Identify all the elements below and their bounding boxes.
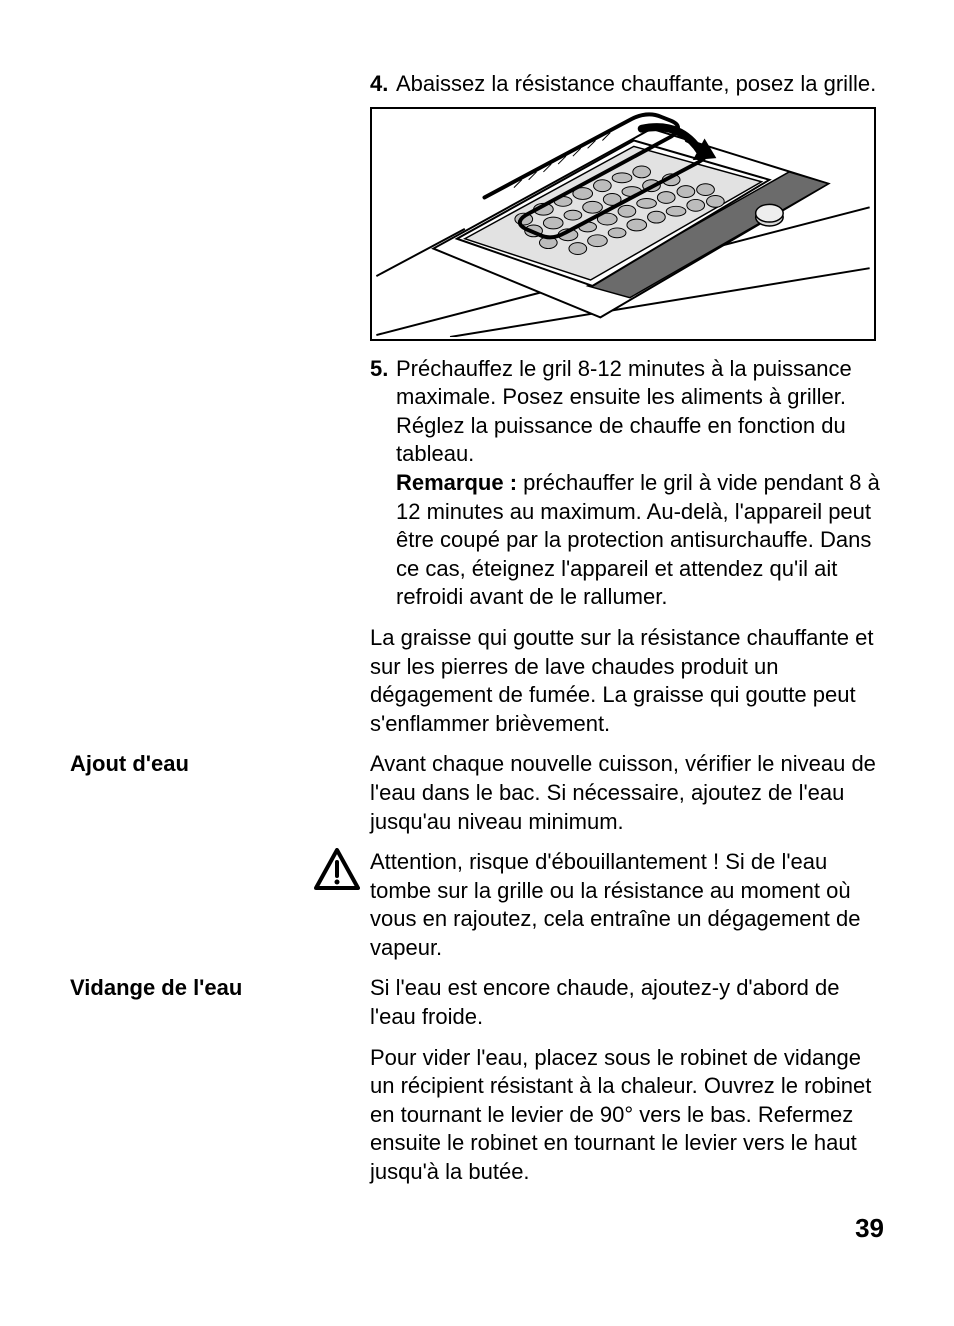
vidange-block: Si l'eau est encore chaude, ajoutez-y d'… [370,974,884,1198]
vidange-text-1: Si l'eau est encore chaude, ajoutez-y d'… [370,974,884,1031]
vidange-text-2: Pour vider l'eau, placez sous le robinet… [370,1044,884,1187]
step-5-note-label: Remarque : [396,470,523,495]
step-5-text-a: Préchauffez le gril 8-12 minutes à la pu… [396,356,852,467]
ajout-text: Avant chaque nouvelle cuisson, vérifier … [370,750,884,836]
step-4: 4. Abaissez la résistance chauffante, po… [370,70,884,750]
step-4-text: Abaissez la résistance chauffante, posez… [396,70,884,99]
content-grid: 4. Abaissez la résistance chauffante, po… [70,70,884,1199]
step-4-num: 4. [370,70,396,99]
heading-vidange: Vidange de l'eau [70,974,360,1198]
left-blank-1 [70,70,360,750]
ajout-block: Avant chaque nouvelle cuisson, vérifier … [370,750,884,974]
page-number: 39 [855,1213,884,1244]
grease-paragraph: La graisse qui goutte sur la résistance … [370,624,884,738]
warning-text: Attention, risque d'ébouillantement ! Si… [370,848,884,962]
warning-icon [304,848,370,890]
step-5-num: 5. [370,355,396,612]
page: 4. Abaissez la résistance chauffante, po… [0,0,954,1326]
warning-row: Attention, risque d'ébouillantement ! Si… [370,848,884,962]
grill-diagram-svg [374,111,872,337]
figure-grill-diagram [370,107,876,341]
step-5-body: Préchauffez le gril 8-12 minutes à la pu… [396,355,884,612]
